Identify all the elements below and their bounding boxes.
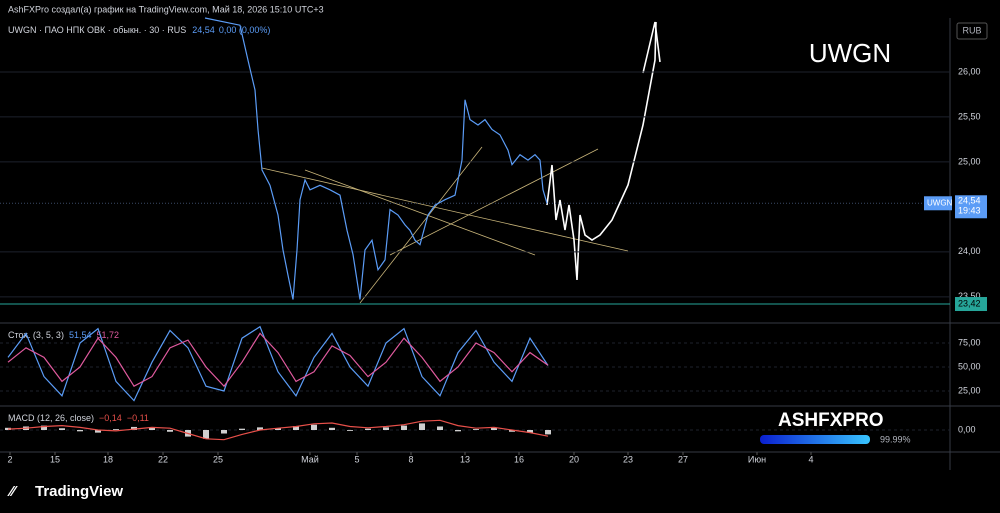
histogram-bar bbox=[113, 429, 119, 430]
x-tick-label: 5 bbox=[354, 454, 359, 464]
histogram-bar bbox=[293, 426, 299, 430]
symbol-tag-label: UWGN bbox=[927, 198, 953, 207]
countdown: 19:43 bbox=[958, 206, 981, 216]
histogram-bar bbox=[167, 430, 173, 432]
series-line bbox=[204, 17, 548, 300]
histogram-bar bbox=[455, 430, 461, 432]
level-label: 23,42 bbox=[958, 298, 981, 308]
legend-value: −0,11 bbox=[127, 413, 149, 423]
histogram-bar bbox=[149, 427, 155, 430]
trendline bbox=[304, 169, 536, 256]
legend-value: 51,72 bbox=[96, 330, 119, 340]
watermark-percent: 99.99% bbox=[880, 434, 911, 444]
y-tick-label: 25,50 bbox=[958, 111, 981, 121]
x-tick-label: 13 bbox=[460, 454, 470, 464]
histogram-bar bbox=[401, 425, 407, 430]
y-tick-label: 26,00 bbox=[958, 66, 981, 76]
histogram-bar bbox=[275, 428, 281, 430]
histogram-bar bbox=[491, 427, 497, 430]
histogram-bar bbox=[41, 425, 47, 430]
histogram-bar bbox=[419, 423, 425, 430]
legend-change: 0,00 (0,00%) bbox=[219, 25, 271, 35]
histogram-bar bbox=[545, 430, 551, 435]
legend-value: 51,54 bbox=[69, 330, 92, 340]
watermark-bar bbox=[760, 435, 870, 444]
price-label: 24,54 bbox=[958, 196, 981, 206]
histogram-bar bbox=[383, 427, 389, 430]
x-tick-label: 27 bbox=[678, 454, 688, 464]
currency-box bbox=[956, 22, 988, 40]
legend-last: 24,54 bbox=[192, 25, 215, 35]
x-tick-label: 15 bbox=[50, 454, 60, 464]
x-tick-label: 22 bbox=[158, 454, 168, 464]
x-tick-label: 8 bbox=[408, 454, 413, 464]
histogram-bar bbox=[221, 430, 227, 434]
series-line bbox=[7, 419, 549, 441]
histogram-bar bbox=[329, 427, 335, 430]
price-axis bbox=[950, 18, 1000, 470]
series-line bbox=[7, 332, 549, 388]
watermark-title: ASHFXPRO bbox=[778, 410, 884, 431]
footer-logo-mark: ⁄⁄ bbox=[7, 483, 19, 500]
histogram-bar bbox=[311, 424, 317, 430]
histogram-bar bbox=[509, 430, 515, 432]
x-tick-label: 4 bbox=[808, 454, 813, 464]
histogram-bar bbox=[365, 428, 371, 430]
histogram-bar bbox=[347, 430, 353, 431]
legend-symbol: UWGN · ПАО НПК ОВК · обыкн. · 30 · RUS bbox=[8, 25, 186, 35]
legend: MACD (12, 26, close) −0,14 −0,11 bbox=[8, 413, 149, 423]
y-tick-label: 75,00 bbox=[958, 337, 981, 347]
histogram-bar bbox=[203, 430, 209, 439]
histogram-bar bbox=[473, 429, 479, 430]
footer-logo: TradingView bbox=[35, 483, 123, 500]
symbol-big: UWGN bbox=[809, 38, 891, 68]
x-tick-label: 18 bbox=[103, 454, 113, 464]
histogram-bar bbox=[437, 426, 443, 430]
x-tick-label: 23 bbox=[623, 454, 633, 464]
y-tick-label: 0,00 bbox=[958, 424, 976, 434]
x-tick-label: Май bbox=[301, 454, 319, 464]
x-tick-label: Июн bbox=[748, 454, 766, 464]
x-tick-label: 20 bbox=[569, 454, 579, 464]
trendline bbox=[261, 167, 629, 252]
legend-value: −0,14 bbox=[99, 413, 122, 423]
legend: Стох. (3, 5, 3) 51,54 51,72 bbox=[8, 330, 119, 340]
y-tick-label: 24,00 bbox=[958, 246, 981, 256]
trendline bbox=[389, 148, 599, 256]
x-tick-label: 25 bbox=[213, 454, 223, 464]
histogram-bar bbox=[59, 428, 65, 430]
currency: RUB bbox=[962, 25, 981, 35]
histogram-bar bbox=[131, 426, 137, 430]
histogram-bar bbox=[77, 430, 83, 432]
drawings bbox=[261, 21, 661, 304]
legend-title: MACD (12, 26, close) bbox=[8, 413, 94, 423]
y-tick-label: 25,00 bbox=[958, 156, 981, 166]
arrow-head bbox=[642, 21, 661, 74]
level-label-bg bbox=[955, 297, 987, 312]
y-tick-label: 25,00 bbox=[958, 385, 981, 395]
trendline bbox=[359, 146, 483, 304]
forecast-arrow bbox=[546, 21, 657, 281]
x-tick-label: 2 bbox=[7, 454, 12, 464]
histogram-bar bbox=[257, 427, 263, 430]
histogram-bar bbox=[527, 430, 533, 433]
legend: UWGN · ПАО НПК ОВК · обыкн. · 30 · RUS 24… bbox=[8, 25, 270, 35]
header: AshFXPro создал(а) график на TradingView… bbox=[8, 4, 324, 14]
histogram-bar bbox=[239, 428, 245, 430]
legend-title: Стох. (3, 5, 3) bbox=[8, 330, 64, 340]
x-tick-label: 16 bbox=[514, 454, 524, 464]
y-tick-label: 23,50 bbox=[958, 291, 981, 301]
histogram-bar bbox=[95, 430, 101, 433]
series-line bbox=[7, 325, 549, 402]
symbol-tag bbox=[924, 196, 952, 211]
y-tick-label: 50,00 bbox=[958, 361, 981, 371]
price-label-bg bbox=[955, 195, 987, 219]
